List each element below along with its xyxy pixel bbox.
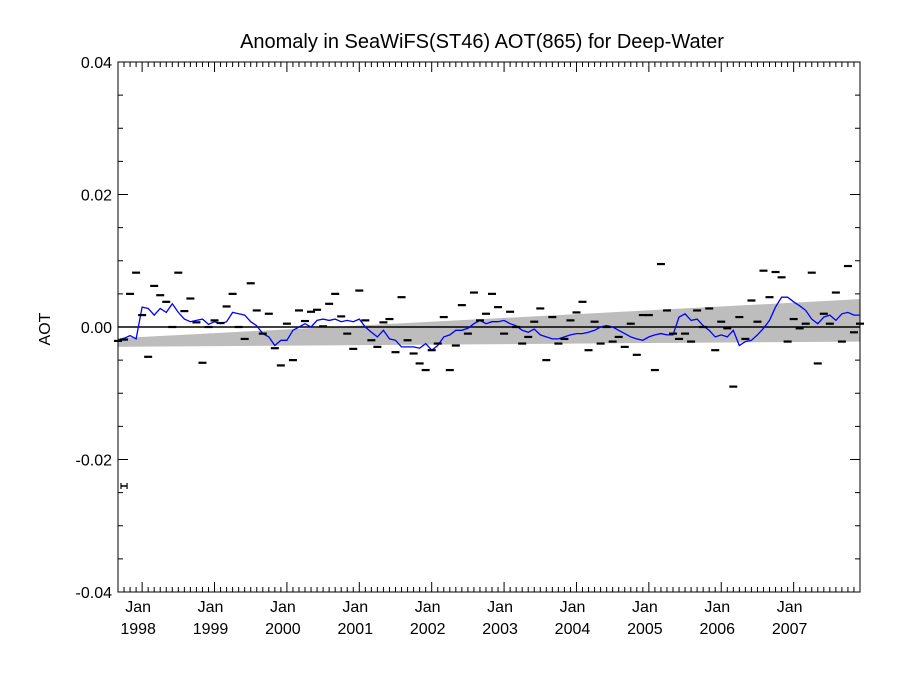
- x-tick-year-label: 2001: [338, 621, 374, 638]
- x-tick-year-label: 1998: [120, 621, 156, 638]
- x-tick-year-label: 2000: [265, 621, 301, 638]
- y-axis-label: AOT: [37, 312, 54, 345]
- x-tick-year-label: 2004: [555, 621, 591, 638]
- x-axis: Jan 1998 Jan 1999 Jan 2000 Jan 2001 Jan 2002 Jan 20…: [117, 62, 861, 638]
- y-tick-label: 0.02: [81, 188, 112, 205]
- y-tick-label: -0.02: [76, 453, 113, 470]
- x-tick-year-label: 2005: [627, 621, 663, 638]
- x-tick-year-label: 2002: [410, 621, 446, 638]
- x-tick-year-label: 2006: [699, 621, 735, 638]
- x-tick-month-label: Jan: [342, 599, 368, 616]
- smoothed-series-layer: [117, 296, 860, 352]
- monthly-anomaly-layer: [114, 262, 864, 388]
- x-tick-year-label: 1999: [193, 621, 229, 638]
- x-tick-month-label: Jan: [198, 599, 224, 616]
- y-axis: 0.04 0.02 0.00 -0.02 -0.04: [76, 55, 860, 602]
- x-tick-month-label: Jan: [560, 599, 586, 616]
- error-bar-sample-layer: [120, 483, 128, 489]
- y-tick-label: 0.00: [81, 320, 112, 337]
- y-tick-label: 0.04: [81, 55, 112, 72]
- x-tick-year-label: 2003: [482, 621, 518, 638]
- smoothed-line: [117, 296, 860, 352]
- y-tick-label: -0.04: [76, 585, 113, 602]
- x-tick-month-label: Jan: [704, 599, 730, 616]
- x-tick-month-label: Jan: [125, 599, 151, 616]
- x-tick-month-label: Jan: [415, 599, 441, 616]
- x-tick-month-label: Jan: [487, 599, 513, 616]
- x-tick-month-label: Jan: [777, 599, 803, 616]
- x-tick-month-label: Jan: [270, 599, 296, 616]
- x-tick-month-label: Jan: [632, 599, 658, 616]
- x-tick-year-label: 2007: [772, 621, 808, 638]
- chart-title: Anomaly in SeaWiFS(ST46) AOT(865) for De…: [240, 31, 724, 53]
